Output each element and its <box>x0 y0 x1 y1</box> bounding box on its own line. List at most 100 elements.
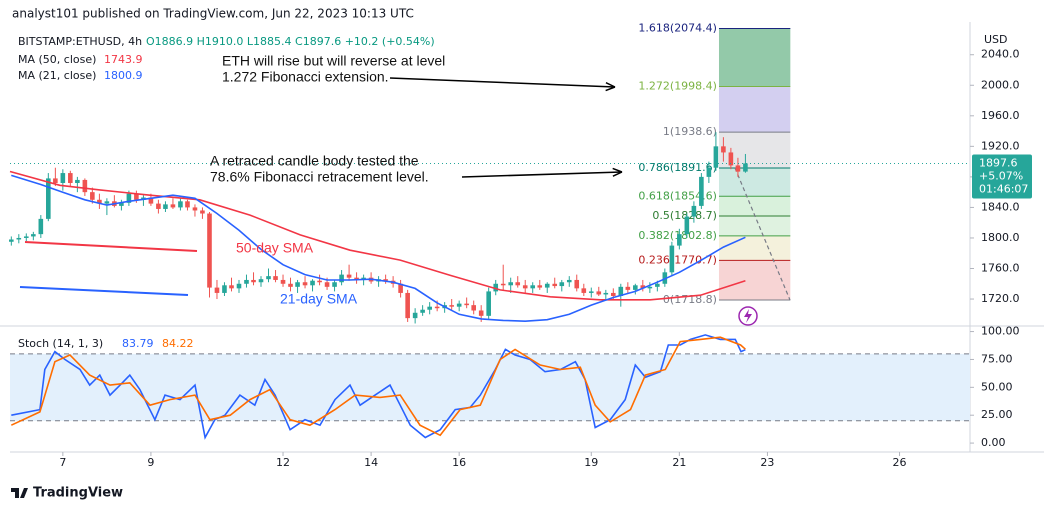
candle-body <box>427 306 432 310</box>
x-tick-label: 23 <box>760 456 774 469</box>
candle-body <box>721 146 726 153</box>
candle-body <box>207 213 212 288</box>
candle-body <box>185 201 190 208</box>
projection <box>734 167 791 301</box>
candle-body <box>383 279 388 281</box>
candle-body <box>728 152 734 166</box>
candle-body <box>493 283 499 292</box>
annotation-line <box>24 241 198 252</box>
candle-body <box>126 193 132 203</box>
candle-body <box>214 287 220 293</box>
candle-body <box>640 285 646 289</box>
price-badge <box>972 154 1032 199</box>
x-tick-label: 16 <box>452 456 466 469</box>
candle-body <box>515 282 521 286</box>
candle-body <box>552 283 558 287</box>
fib-label: 1.272(1998.4) <box>638 79 717 92</box>
fib-label: 0.5(1828.7) <box>652 209 717 222</box>
legend-value: 1743.9 <box>104 53 143 66</box>
candle-body <box>280 279 286 284</box>
y-tick-label: 1720.0 <box>981 292 1020 305</box>
candle-body <box>200 210 205 214</box>
high: H1910.0 <box>197 35 244 48</box>
x-tick-label: 7 <box>59 456 66 469</box>
annotation-arrow <box>389 77 616 88</box>
price-badge-text: +5.07% <box>979 169 1023 182</box>
x-tick-label: 26 <box>893 456 907 469</box>
candle-body <box>310 280 315 286</box>
annotation: 21-day SMA <box>280 291 358 307</box>
footer-logo <box>11 488 28 498</box>
candle-body <box>691 205 697 217</box>
candle-body <box>655 283 660 287</box>
candle-body <box>60 173 66 183</box>
annotation: ETH will rise but will reverse at level <box>222 53 445 69</box>
x-tick-label: 9 <box>147 456 154 469</box>
candle-body <box>288 283 293 287</box>
candle-body <box>471 305 477 311</box>
fib-band <box>718 216 791 236</box>
candle-body <box>134 193 139 200</box>
price-badge-text: 1897.6 <box>979 156 1018 169</box>
y-tick-label: 50.00 <box>981 380 1013 393</box>
candle-body <box>332 282 337 287</box>
candle-body <box>229 285 234 289</box>
legend-label: MA (50, close) <box>18 53 96 66</box>
y-tick-label: 100.00 <box>981 325 1020 338</box>
low: L1885.4 <box>247 35 292 48</box>
stoch-band <box>10 353 970 421</box>
legend-value: 84.22 <box>162 337 194 350</box>
fib-label: 0(1718.8) <box>663 293 717 306</box>
candle-body <box>398 283 403 293</box>
line-series <box>9 170 746 301</box>
candle-body <box>346 274 352 278</box>
candle-body <box>75 179 80 183</box>
y-tick-label: 1760.0 <box>981 262 1020 275</box>
candle-body <box>706 167 712 177</box>
candle-body <box>170 204 176 208</box>
candle-body <box>354 277 359 280</box>
candle-body <box>46 178 51 219</box>
legend-label: MA (21, close) <box>18 69 96 82</box>
candle-body <box>647 286 653 289</box>
candle-body <box>449 305 454 307</box>
candle-body <box>38 218 44 235</box>
legend-value: 83.79 <box>122 337 154 350</box>
candle-body <box>669 245 675 273</box>
candle-body <box>104 201 110 204</box>
candle-body <box>618 286 624 296</box>
line-series <box>10 336 746 437</box>
candle-body <box>16 237 22 240</box>
candle-body <box>522 285 528 289</box>
annotation-arrow <box>461 171 623 178</box>
y-tick-label: 0.00 <box>981 436 1006 449</box>
candle-body <box>420 309 425 313</box>
open: O1886.9 <box>146 35 193 48</box>
candle-body <box>339 274 344 283</box>
candle-body <box>302 282 308 286</box>
candle-body <box>163 204 168 209</box>
fib-label: 0.786(1891.6) <box>638 161 717 174</box>
candle-body <box>82 179 88 193</box>
fibonacci: 1.618(2074.4) 1.272(1998.4) 1(1938.6) 0.786… <box>638 21 791 306</box>
candle-body <box>148 197 154 204</box>
chart-title: BITSTAMP:ETHUSD, 4h <box>18 35 142 48</box>
candle-body <box>434 306 440 309</box>
candle-body <box>596 291 602 295</box>
y-tick-label: 2000.0 <box>981 78 1020 91</box>
y-tick-label: 25.00 <box>981 408 1013 421</box>
line-series <box>11 334 746 440</box>
fib-band <box>718 260 791 300</box>
candle-body <box>699 176 704 206</box>
header: analyst101 published on TradingView.com,… <box>12 7 414 21</box>
y-tick-label: 75.00 <box>981 352 1013 365</box>
y-tick-label: 1920.0 <box>981 139 1020 152</box>
candle-body <box>53 178 58 183</box>
annotation: 50-day SMA <box>236 240 314 256</box>
candle-body <box>530 285 536 289</box>
candle-body <box>324 282 330 287</box>
ohlc-legend: O1886.9 H1910.0 L1885.4 C1897.6 +10.2 (+… <box>146 35 435 48</box>
candle-body <box>412 312 418 319</box>
candle-body <box>119 202 124 206</box>
